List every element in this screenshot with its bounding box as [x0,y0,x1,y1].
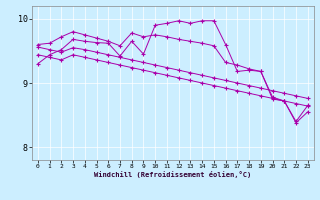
X-axis label: Windchill (Refroidissement éolien,°C): Windchill (Refroidissement éolien,°C) [94,171,252,178]
